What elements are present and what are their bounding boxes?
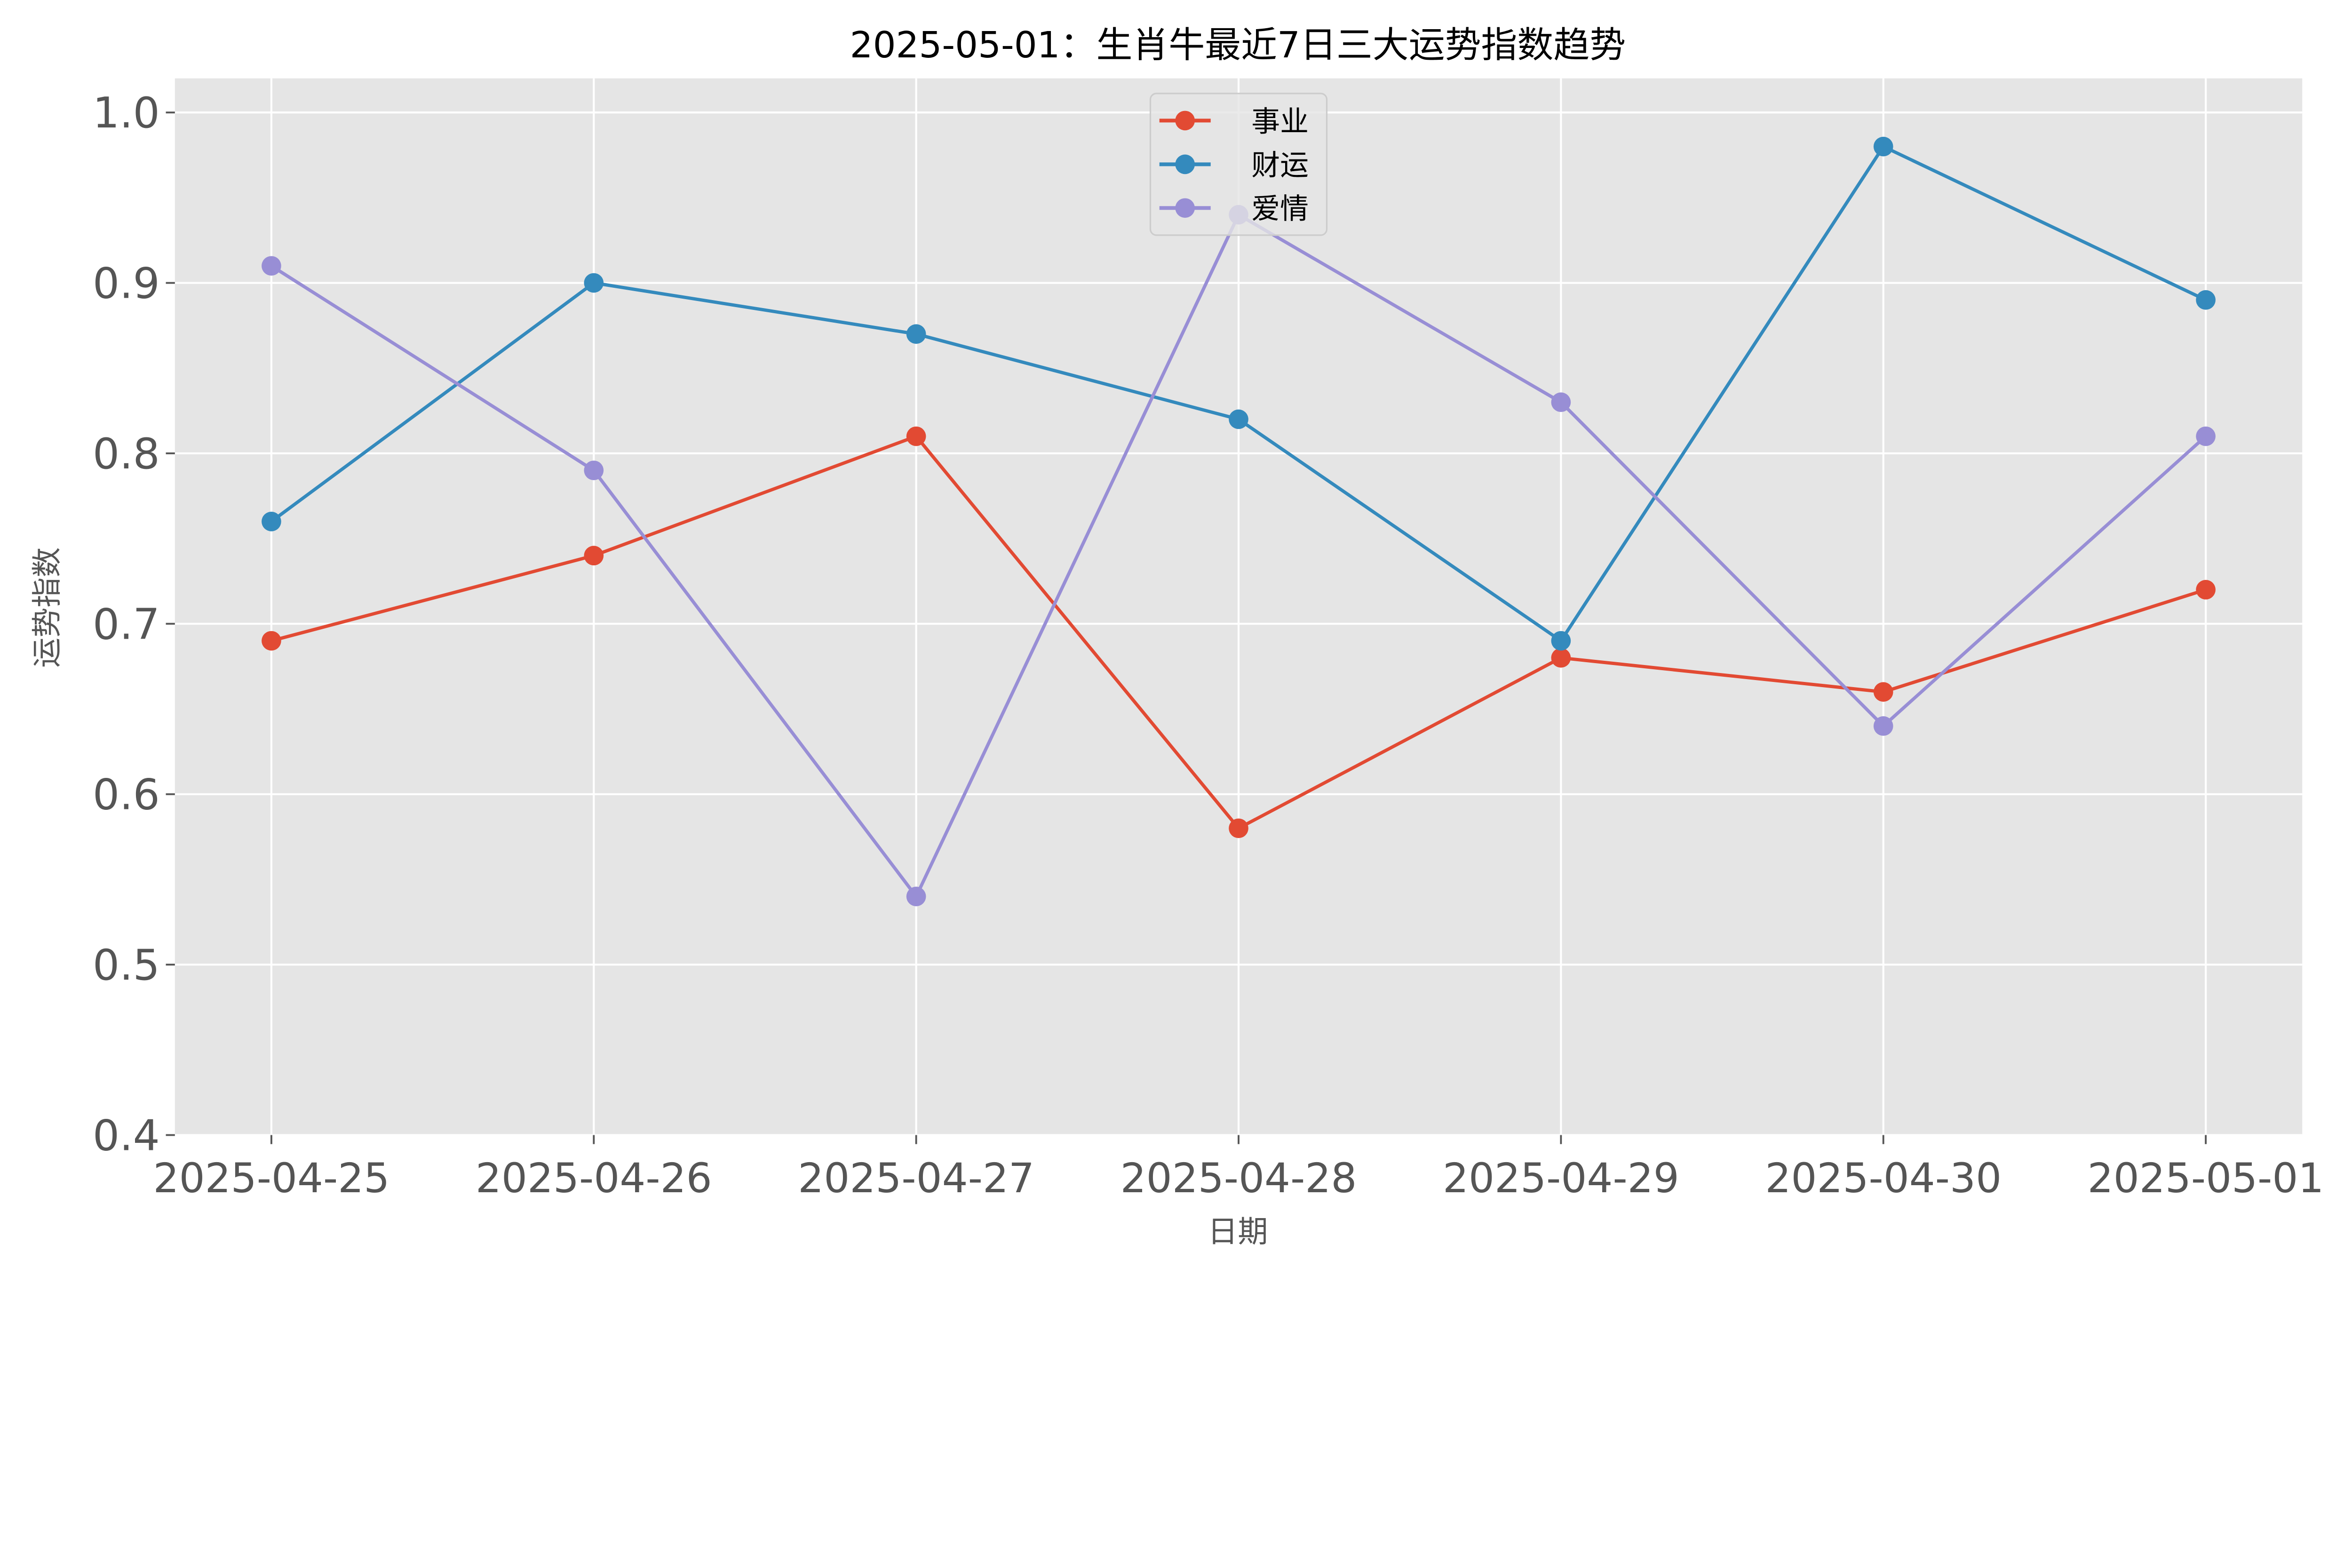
data-point [1551, 392, 1571, 412]
y-tick-label: 1.0 [93, 89, 160, 138]
data-point [262, 512, 281, 531]
y-ticks: 0.4 0.5 0.6 0.7 0.8 0.9 1.0 [93, 89, 175, 1161]
data-point [906, 887, 926, 906]
data-point [1873, 682, 1893, 702]
legend-box [1149, 93, 1328, 236]
y-tick-label: 0.9 [93, 260, 160, 309]
data-point [906, 324, 926, 344]
y-axis-label: 运势指数 [30, 547, 65, 667]
x-tick-label: 2025-04-30 [1765, 1155, 2002, 1202]
legend-marker [1175, 111, 1195, 131]
data-point [906, 426, 926, 446]
y-tick-label: 0.7 [93, 600, 160, 649]
data-point [1873, 136, 1893, 157]
data-point [2196, 426, 2216, 446]
grid [175, 78, 2303, 1136]
data-point [262, 256, 281, 276]
series-2 [262, 136, 2216, 651]
x-tick-label: 2025-04-27 [798, 1155, 1034, 1202]
data-point [584, 460, 604, 480]
x-tick-label: 2025-04-29 [1443, 1155, 1679, 1202]
data-point [262, 631, 281, 651]
data-point [1551, 631, 1571, 651]
legend-marker [1175, 154, 1195, 174]
y-tick-label: 0.6 [93, 771, 160, 820]
x-ticks: 2025-04-25 2025-04-26 2025-04-27 2025-04-28… [153, 1135, 2324, 1202]
line-chart: 0.40.50.60.70.80.91.0 2025-04-25 2025-04-… [30, 24, 2324, 1250]
data-point [1229, 818, 1248, 838]
legend-label: 爱情 [1251, 192, 1309, 226]
data-point [584, 546, 604, 566]
data-point [2196, 290, 2216, 310]
data-point [584, 273, 604, 293]
legend-marker [1175, 198, 1195, 218]
x-tick-label: 2025-04-25 [153, 1155, 390, 1202]
chart-title: 2025-05-01：生肖牛最近7日三大运势指数趋势 [850, 24, 1626, 66]
x-tick-label: 2025-05-01 [2088, 1155, 2324, 1202]
legend-label: 财运 [1251, 149, 1309, 182]
x-tick-label: 2025-04-28 [1120, 1155, 1357, 1202]
data-point [1229, 409, 1248, 429]
series-1 [262, 426, 2216, 838]
y-tick-label: 0.8 [93, 430, 160, 479]
data-point [1551, 648, 1571, 668]
y-tick-label: 0.4 [93, 1112, 160, 1161]
y-tick-label: 0.5 [93, 941, 160, 990]
legend-label: 事业 [1251, 105, 1309, 138]
data-point [2196, 579, 2216, 600]
x-tick-label: 2025-04-26 [476, 1155, 712, 1202]
data-point [1873, 716, 1893, 736]
x-axis-label: 日期 [1208, 1215, 1268, 1250]
